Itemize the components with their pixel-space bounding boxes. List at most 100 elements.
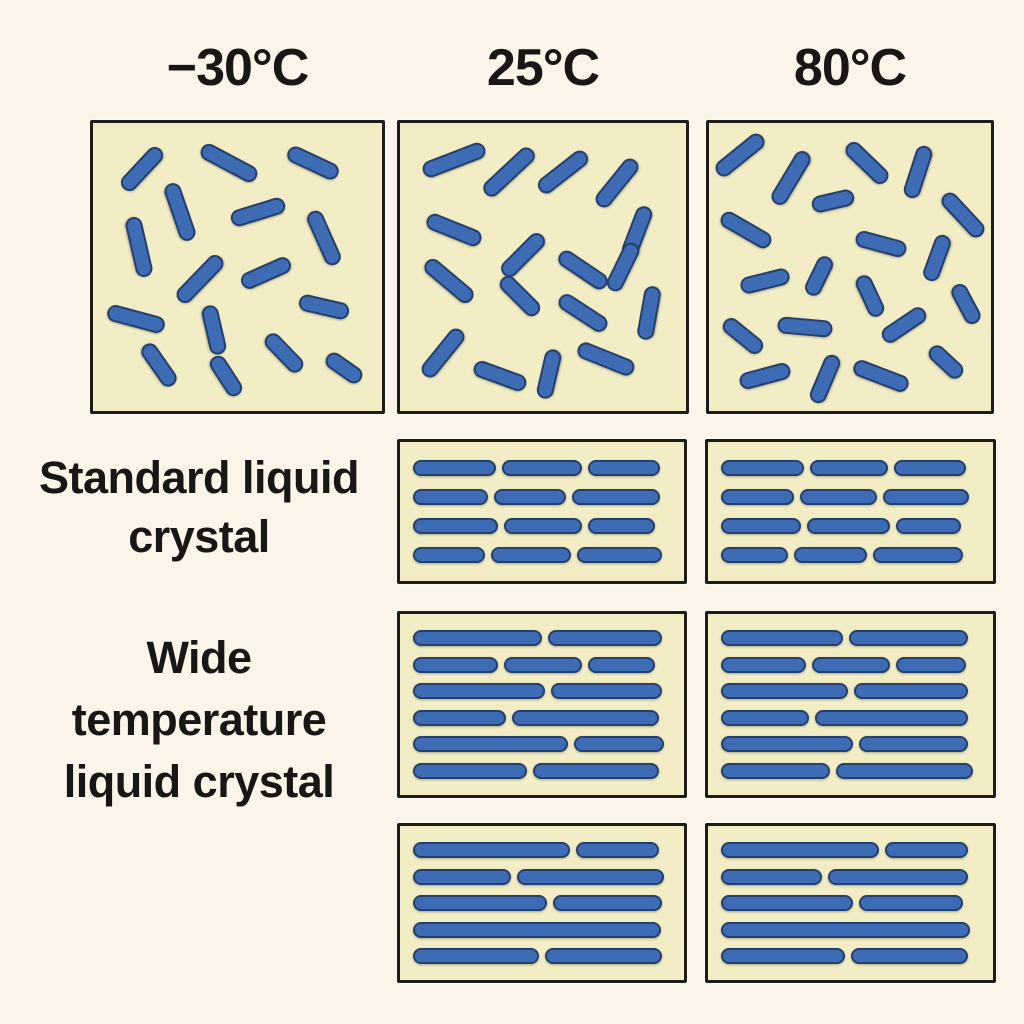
aligned-box-bottom-25c — [397, 823, 687, 983]
molecule-rod — [413, 683, 545, 700]
molecule-rod-row — [413, 630, 671, 647]
molecule-rod — [479, 143, 538, 200]
molecule-rod — [555, 247, 611, 293]
molecule-rod — [896, 517, 961, 534]
molecule-rod-row — [413, 921, 671, 938]
molecule-rod — [806, 352, 843, 407]
label-line: temperature — [71, 694, 327, 745]
molecule-rod — [532, 762, 659, 779]
molecule-rod-row — [721, 842, 980, 859]
molecule-rod — [161, 181, 198, 244]
molecule-rod — [297, 293, 351, 322]
molecule-rod — [322, 349, 367, 387]
molecule-rod — [550, 683, 662, 700]
molecule-rod-row — [721, 517, 980, 534]
molecule-rod — [534, 347, 563, 400]
molecule-rod — [260, 330, 307, 377]
molecule-rod — [896, 656, 967, 673]
molecule-rod — [555, 290, 611, 336]
molecule-rod — [872, 546, 964, 563]
molecule-rod — [413, 546, 486, 563]
molecule-rod — [853, 229, 909, 259]
molecule-rod — [635, 285, 662, 342]
aligned-box-wide-80c — [705, 611, 996, 798]
molecule-rod-row — [721, 948, 980, 965]
molecule-rod — [721, 948, 846, 964]
molecule-rod-row — [413, 460, 671, 477]
molecule-rod — [859, 895, 963, 911]
molecule-rod — [413, 709, 506, 726]
molecule-rod — [721, 868, 822, 885]
molecule-rod — [413, 517, 499, 534]
molecule-rod-row — [413, 842, 671, 859]
molecule-rod — [200, 304, 229, 357]
molecule-rod — [545, 948, 662, 964]
molecule-rod — [893, 460, 967, 477]
molecule-rod — [413, 921, 661, 938]
molecule-rod — [493, 489, 567, 506]
molecule-rod-row — [721, 656, 980, 673]
molecule-rod — [948, 281, 984, 328]
molecule-rod — [206, 352, 246, 400]
molecule-rod-row — [413, 948, 671, 965]
molecule-rod — [491, 546, 572, 563]
molecule-rod — [504, 517, 582, 534]
molecule-rod — [776, 316, 834, 339]
label-line: liquid crystal — [63, 756, 335, 807]
molecule-rod — [413, 630, 542, 647]
molecule-rod — [504, 656, 582, 673]
molecule-rod — [809, 460, 888, 477]
molecule-rod — [534, 147, 592, 197]
molecule-rod — [413, 948, 540, 964]
molecule-rod-row — [721, 489, 980, 506]
molecule-rod — [901, 143, 935, 201]
molecule-rod — [721, 630, 843, 647]
molecule-rod — [496, 272, 544, 320]
molecule-rod — [587, 656, 655, 673]
molecule-rod — [124, 215, 155, 279]
molecule-rod — [592, 155, 643, 212]
molecule-rod — [573, 736, 665, 753]
aligned-box-standard-25c — [397, 439, 687, 584]
molecule-rod — [284, 143, 342, 183]
aligned-box-bottom-80c — [705, 823, 996, 983]
molecule-rod — [851, 948, 968, 964]
molecule-rod — [807, 517, 891, 534]
temp-header-minus-30c: −30°C — [166, 39, 310, 97]
aligned-box-standard-80c — [705, 439, 996, 584]
molecule-rod — [413, 842, 571, 858]
molecule-rod — [413, 895, 548, 911]
molecule-rod-row — [413, 546, 671, 563]
isotropic-square-25c — [397, 120, 689, 414]
molecule-rod — [577, 546, 663, 563]
molecule-rod — [815, 709, 968, 726]
molecule-rod-row — [413, 656, 671, 673]
molecule-rod — [768, 147, 814, 208]
molecule-rod — [884, 842, 968, 858]
molecule-rod-row — [721, 736, 980, 753]
molecule-rod — [794, 546, 867, 563]
molecule-rod — [721, 517, 802, 534]
molecule-rod — [574, 340, 637, 379]
molecule-rod — [853, 683, 968, 700]
label-wide-temperature-liquid-crystal: Wide temperature liquid crystal — [8, 627, 390, 813]
molecule-rod — [925, 341, 967, 383]
label-line: crystal — [128, 511, 270, 562]
molecule-rod-row — [413, 762, 671, 779]
molecule-rod — [937, 189, 988, 242]
isotropic-square-80c — [706, 120, 994, 414]
molecule-rod — [848, 630, 968, 647]
molecule-rod — [413, 762, 527, 779]
molecule-rod — [721, 895, 854, 911]
molecule-rod — [413, 460, 496, 477]
temp-header-80c: 80°C — [793, 39, 907, 97]
molecule-rod — [418, 325, 468, 382]
molecule-rod-row — [413, 489, 671, 506]
molecule-rod — [572, 489, 660, 506]
molecule-rod — [719, 314, 767, 358]
molecule-rod — [238, 254, 295, 292]
molecule-rod-row — [413, 868, 671, 885]
molecule-rod — [835, 762, 974, 779]
molecule-rod — [712, 129, 768, 180]
molecule-rod — [828, 868, 968, 885]
